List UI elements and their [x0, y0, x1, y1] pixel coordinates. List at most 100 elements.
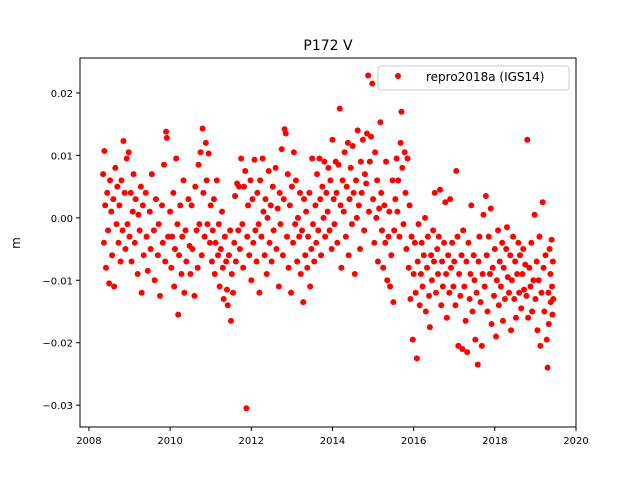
x-tick-label: 2010 [157, 436, 182, 447]
data-point [319, 183, 326, 190]
data-point [275, 283, 282, 290]
data-point [508, 327, 515, 334]
data-point [422, 214, 429, 221]
data-point [143, 233, 150, 240]
data-point [265, 168, 272, 175]
data-point [372, 149, 379, 156]
data-point [357, 246, 364, 253]
data-point [250, 239, 257, 246]
data-point [242, 168, 249, 175]
data-point [512, 314, 519, 321]
data-point [284, 171, 291, 178]
data-point [443, 314, 450, 321]
data-point [315, 227, 322, 234]
data-point [470, 252, 477, 259]
data-point [108, 208, 115, 215]
data-point [243, 405, 250, 412]
data-point [116, 202, 123, 209]
data-point [392, 196, 399, 203]
data-point [171, 283, 178, 290]
plot-frame [79, 57, 577, 428]
data-point [305, 233, 312, 240]
data-point [486, 271, 493, 278]
data-point [400, 221, 407, 228]
data-point [282, 130, 289, 137]
data-point [510, 233, 517, 240]
data-point [536, 233, 543, 240]
data-point [526, 264, 533, 271]
data-point [264, 214, 271, 221]
data-point [475, 258, 482, 265]
data-point [503, 224, 510, 231]
data-point [550, 296, 557, 303]
data-point [377, 119, 384, 126]
data-point [123, 155, 130, 162]
data-point [276, 189, 283, 196]
data-point [445, 252, 452, 259]
data-point [351, 271, 358, 278]
data-point [443, 271, 450, 278]
x-tick-label: 2018 [482, 436, 507, 447]
data-point [518, 305, 525, 312]
data-point [112, 164, 119, 171]
data-point [252, 227, 259, 234]
data-point [343, 183, 350, 190]
data-point [383, 158, 390, 165]
y-tick-label: −0.01 [42, 276, 73, 287]
data-point [325, 164, 332, 171]
data-point [529, 308, 536, 315]
data-point [189, 246, 196, 253]
data-point [365, 72, 372, 79]
data-point [438, 302, 445, 309]
data-point [394, 208, 401, 215]
data-point [370, 196, 377, 203]
data-point [269, 183, 276, 190]
data-point [279, 252, 286, 259]
data-point [408, 233, 415, 240]
data-point [182, 227, 189, 234]
data-point [431, 189, 438, 196]
data-point [378, 227, 385, 234]
data-point [156, 292, 163, 299]
data-point [118, 177, 125, 184]
data-point [294, 258, 301, 265]
data-point [173, 155, 180, 162]
data-point [499, 239, 506, 246]
data-point [122, 246, 129, 253]
data-point [318, 252, 325, 259]
data-point [488, 320, 495, 327]
data-point [424, 264, 431, 271]
legend-marker [395, 73, 401, 79]
data-point [207, 202, 214, 209]
data-point [456, 271, 463, 278]
data-point [534, 327, 541, 334]
data-point [317, 196, 324, 203]
data-point [148, 171, 155, 178]
data-point [533, 258, 540, 265]
data-point [485, 233, 492, 240]
data-point [506, 289, 513, 296]
data-point [204, 221, 211, 228]
data-point [307, 283, 314, 290]
data-point [225, 252, 232, 259]
data-point [140, 252, 147, 259]
data-point [424, 233, 431, 240]
data-point [504, 274, 511, 281]
data-point [130, 171, 137, 178]
data-point [387, 283, 394, 290]
data-point [368, 133, 375, 140]
data-point [531, 211, 538, 218]
x-tick-label: 2012 [239, 436, 264, 447]
data-point [493, 333, 500, 340]
data-point [549, 311, 556, 318]
data-point [544, 364, 551, 371]
data-point [464, 349, 471, 356]
data-point [503, 246, 510, 253]
data-point [401, 149, 408, 156]
data-point [386, 208, 393, 215]
data-point [428, 277, 435, 284]
data-point [354, 127, 361, 134]
data-point [321, 158, 328, 165]
data-point [302, 252, 309, 259]
data-point [487, 205, 494, 212]
